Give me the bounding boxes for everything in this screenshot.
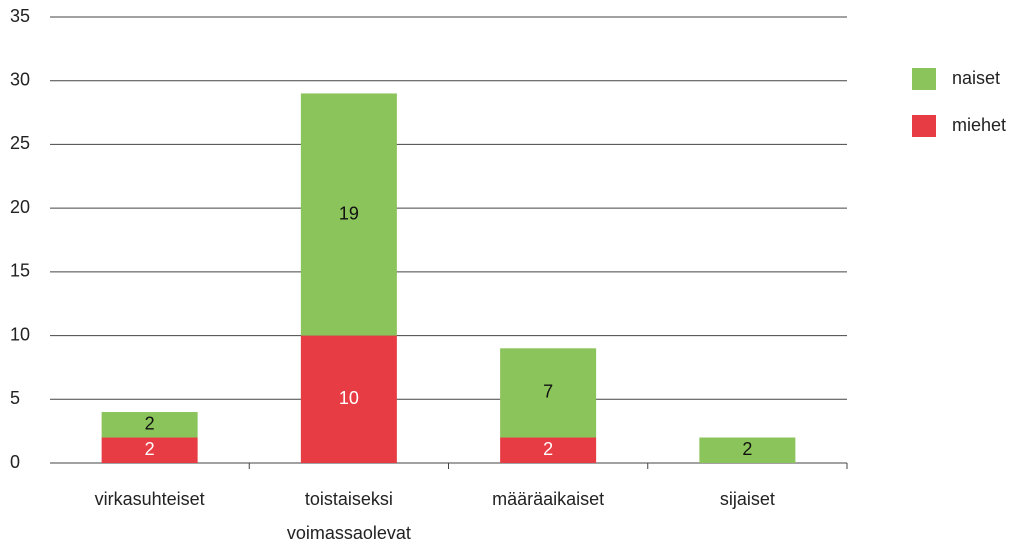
legend-swatch [912,68,936,90]
y-tick-label: 20 [10,197,30,217]
bar-segment [101,437,198,463]
x-tick-label: määräaikaiset [492,489,605,509]
y-tick-label: 0 [10,452,20,472]
bar-segment [300,93,397,336]
value-label: 10 [339,388,359,408]
value-label: 7 [543,382,553,402]
value-label: 2 [543,439,553,459]
x-tick-label: sijaiset [719,489,775,509]
bar-segment [300,335,397,463]
y-tick-label: 15 [10,261,30,281]
bar-segment [699,437,796,463]
bar-segment [500,437,597,463]
y-tick-label: 10 [10,324,30,344]
value-label: 19 [339,203,359,223]
y-tick-label: 5 [10,388,20,408]
value-label: 2 [742,439,752,459]
y-tick-label: 30 [10,69,30,89]
bar-segment [500,348,597,438]
value-label: 2 [145,439,155,459]
value-label: 2 [145,414,155,434]
bar-segment [101,412,198,438]
y-tick-label: 25 [10,133,30,153]
legend-label: naiset [952,68,1000,88]
x-tick-label: virkasuhteiset [94,489,205,509]
y-tick-label: 35 [10,6,30,26]
legend-label: miehet [952,115,1006,135]
x-tick-label: toistaiseksi voimassaolevat [286,489,411,543]
legend-swatch [912,115,936,137]
